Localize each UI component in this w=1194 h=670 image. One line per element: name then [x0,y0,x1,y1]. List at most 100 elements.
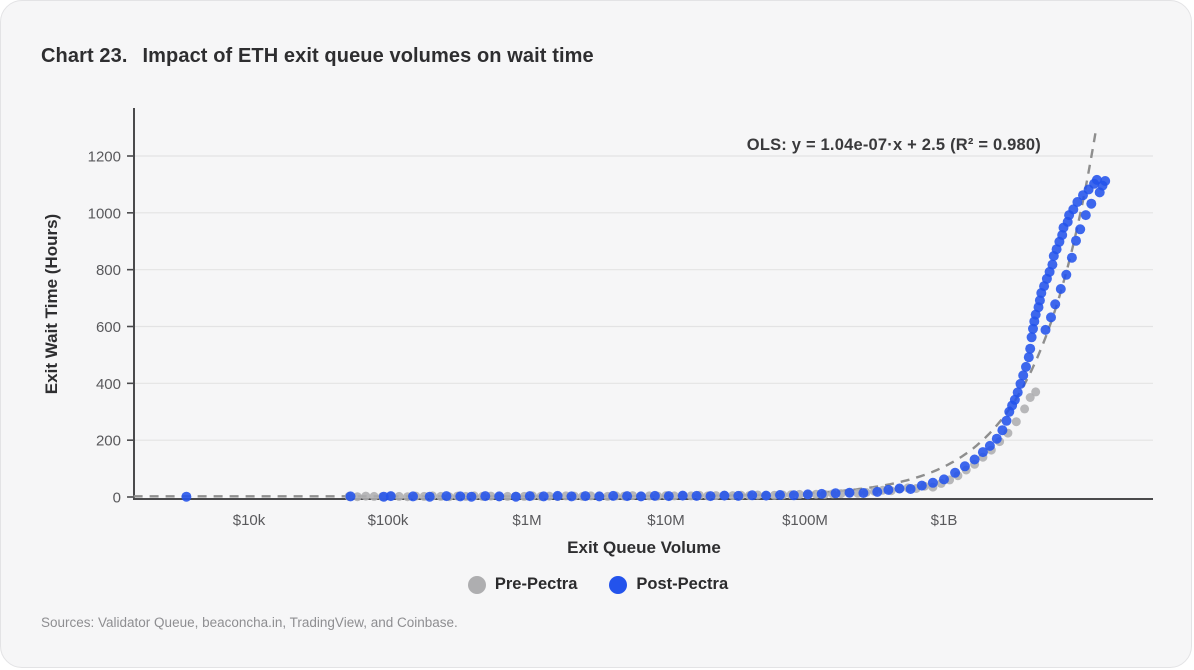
data-point-post-pectra [510,491,521,502]
x-tick-label: $10M [647,512,685,529]
data-point-post-pectra [991,433,1002,444]
axis-line [133,108,1153,500]
y-tick-label: 600 [96,319,121,336]
sources-note: Sources: Validator Queue, beaconcha.in, … [41,615,458,630]
legend-item-pre-pectra: Pre-Pectra [467,575,578,594]
data-point-post-pectra [1018,370,1029,381]
pre-pectra-dot-icon [467,575,486,594]
legend: Pre-Pectra Post-Pectra [1,575,1191,594]
data-point-post-pectra [733,490,744,501]
data-point-post-pectra [1100,176,1111,186]
data-point-post-pectra [802,489,813,500]
data-point-post-pectra [524,491,535,502]
data-point-post-pectra [608,490,619,501]
data-point-post-pectra [894,483,905,494]
data-point-pre-pectra [369,491,379,501]
y-axis-title: Exit Wait Time (Hours) [42,214,61,394]
data-point-pre-pectra [1025,393,1035,402]
data-point-post-pectra [1055,284,1066,294]
data-point-post-pectra [1072,197,1083,207]
data-point-post-pectra [424,491,435,502]
y-tick-label: 0 [113,490,121,507]
data-point-post-pectra [566,491,577,502]
data-point-pre-pectra [1031,387,1041,397]
y-tick-label: 1000 [88,205,121,222]
data-point-post-pectra [788,490,799,501]
y-tick-label: 400 [96,376,121,393]
data-point-post-pectra [916,480,927,491]
data-point-post-pectra [1015,378,1026,389]
data-point-post-pectra [1086,198,1097,209]
x-tick-label: $1B [931,512,958,529]
data-point-post-pectra [872,486,883,497]
data-point-post-pectra [691,490,702,501]
gridlines-layer [134,155,1153,441]
data-point-post-pectra [649,490,660,501]
data-point-pre-pectra [503,491,512,501]
data-point-post-pectra [1034,295,1045,306]
data-point-post-pectra [705,491,716,502]
x-tick-label: $100M [782,512,828,529]
data-point-post-pectra [385,491,396,502]
data-point-post-pectra [977,447,988,458]
data-point-post-pectra [1066,252,1077,263]
data-point-post-pectra [1001,415,1012,426]
data-point-post-pectra [939,474,949,485]
data-point-pre-pectra [361,491,371,501]
data-point-post-pectra [969,454,980,465]
data-point-post-pectra [775,490,785,500]
chart-title-text: Impact of ETH exit queue volumes on wait… [142,45,594,67]
data-point-post-pectra [1047,259,1058,270]
data-point-post-pectra [1040,324,1051,335]
data-point-post-pectra [181,491,192,502]
data-point-post-pectra [538,491,549,502]
tick-labels-layer: 0 200 400 600 800 1000 1200 $10k $100k $1M $10M $10… [88,149,958,530]
data-point-post-pectra [1025,343,1036,354]
x-tick-label: $1M [512,512,541,529]
data-point-post-pectra [636,491,646,502]
x-axis-title: Exit Queue Volume [567,538,721,557]
data-point-post-pectra [552,490,563,501]
data-point-post-pectra [480,491,491,502]
legend-label-pre-pectra: Pre-Pectra [494,575,578,593]
y-tick-label: 200 [96,433,121,450]
x-tick-label: $10k [233,512,266,529]
post-pectra-dot-icon [609,575,628,594]
data-point-post-pectra [1068,204,1079,215]
data-point-post-pectra [1046,312,1056,323]
x-tick-label: $100k [368,512,409,529]
data-point-post-pectra [1028,323,1038,334]
data-point-post-pectra [1061,269,1072,280]
axes-layer [127,108,1153,500]
data-point-post-pectra [1075,224,1086,235]
data-point-post-pectra [927,477,938,488]
data-point-post-pectra [494,491,505,502]
data-point-post-pectra [761,490,772,501]
data-point-post-pectra [345,491,356,502]
data-point-pre-pectra [1020,404,1030,414]
ols-fit-line-layer [133,132,1097,498]
data-point-post-pectra [1071,235,1081,246]
data-point-post-pectra [408,491,418,502]
data-point-post-pectra [1050,299,1061,310]
data-point-post-pectra [622,491,633,502]
data-points-layer [181,174,1111,502]
data-point-pre-pectra [394,491,404,501]
data-point-post-pectra [959,461,970,472]
data-point-post-pectra [677,490,688,501]
data-point-post-pectra [830,488,841,499]
data-point-post-pectra [1012,387,1023,398]
data-point-post-pectra [997,425,1008,436]
data-point-post-pectra [455,491,466,502]
legend-item-post-pectra: Post-Pectra [609,575,728,594]
data-point-post-pectra [816,488,827,499]
data-point-post-pectra [844,487,855,498]
data-point-post-pectra [1021,361,1031,372]
data-point-post-pectra [441,491,452,502]
data-point-post-pectra [883,484,894,495]
data-point-pre-pectra [352,492,362,502]
legend-label-post-pectra: Post-Pectra [636,575,729,593]
data-point-post-pectra [858,488,869,498]
ols-annotation: OLS: y = 1.04e-07·x + 2.5 (R² = 0.980) [747,136,1041,154]
data-point-pre-pectra [1011,417,1021,427]
